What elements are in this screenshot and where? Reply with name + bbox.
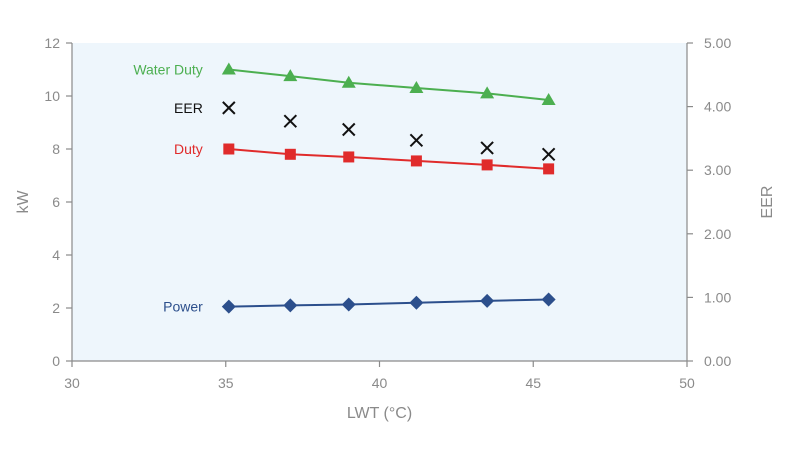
- y-tick-label-right: 1.00: [704, 289, 731, 305]
- x-marker-stroke: [541, 147, 556, 162]
- x-marker: [541, 147, 556, 162]
- square-marker: [343, 151, 355, 163]
- y-tick-label-left: 0: [52, 353, 60, 369]
- y-tick-label-right: 2.00: [704, 226, 731, 242]
- y-tick-label-left: 6: [52, 194, 60, 210]
- series-label-eer: EER: [174, 100, 203, 116]
- x-tick-label: 45: [525, 375, 541, 391]
- series-line-power: [228, 298, 549, 308]
- y-tick-label-left: 2: [52, 300, 60, 316]
- series-label-duty: Duty: [174, 141, 203, 157]
- series-eer: [222, 101, 556, 162]
- x-axis-title: LWT (°C): [347, 405, 412, 422]
- y-tick-label-right: 4.00: [704, 99, 731, 115]
- series-line-duty: [228, 148, 549, 170]
- x-marker: [480, 141, 494, 155]
- x-marker: [222, 101, 236, 115]
- triangle-marker: [341, 75, 356, 88]
- y-tick-label-right: 0.00: [704, 353, 731, 369]
- series-water-duty: [221, 62, 556, 105]
- square-marker: [481, 159, 493, 171]
- x-marker-stroke: [480, 141, 494, 155]
- triangle-marker: [221, 62, 236, 75]
- diamond-marker: [341, 297, 356, 312]
- triangle-marker: [541, 92, 556, 105]
- x-marker-stroke: [283, 114, 298, 128]
- diamond-marker: [283, 298, 298, 313]
- square-marker: [223, 143, 235, 155]
- series-line-water-duty: [228, 68, 549, 101]
- series-label-water-duty: Water Duty: [133, 62, 203, 78]
- y-tick-label-left: 8: [52, 141, 60, 157]
- x-marker: [409, 133, 424, 148]
- square-marker: [284, 148, 296, 160]
- y-tick-label-right: 5.00: [704, 35, 731, 51]
- x-tick-label: 40: [372, 375, 388, 391]
- plot-background: [72, 43, 687, 361]
- x-marker-stroke: [409, 133, 424, 148]
- x-tick-label: 50: [679, 375, 695, 391]
- triangle-marker: [283, 69, 298, 82]
- y-tick-label-left: 12: [44, 35, 60, 51]
- square-marker: [410, 155, 422, 167]
- x-marker: [342, 122, 356, 137]
- x-tick-label: 35: [218, 375, 234, 391]
- series-duty: [223, 143, 555, 175]
- y-tick-label-right: 3.00: [704, 162, 731, 178]
- y-axis-title-right: EER: [759, 186, 776, 219]
- series: [221, 62, 556, 314]
- diamond-marker: [409, 295, 424, 310]
- x-marker-stroke: [342, 122, 356, 137]
- series-power: [221, 292, 556, 314]
- series-label-power: Power: [163, 299, 203, 315]
- y-tick-label-left: 4: [52, 247, 60, 263]
- y-tick-label-left: 10: [44, 88, 60, 104]
- x-marker: [283, 114, 298, 128]
- x-tick-label: 30: [64, 375, 80, 391]
- y-axis-title-left: kW: [15, 190, 32, 214]
- x-marker-stroke: [222, 101, 236, 115]
- ticks: 30 35 40 45 50 0 2 4 6 8 10 12 0.00 1.00 2.00 3.00 4.00 5…: [44, 35, 731, 391]
- triangle-marker: [409, 81, 424, 94]
- triangle-marker: [480, 86, 495, 99]
- square-marker: [543, 163, 555, 175]
- series-labels: Water Duty EER Duty Power: [133, 62, 203, 315]
- diamond-marker: [541, 292, 556, 307]
- diamond-marker: [480, 293, 495, 308]
- diamond-marker: [221, 299, 236, 314]
